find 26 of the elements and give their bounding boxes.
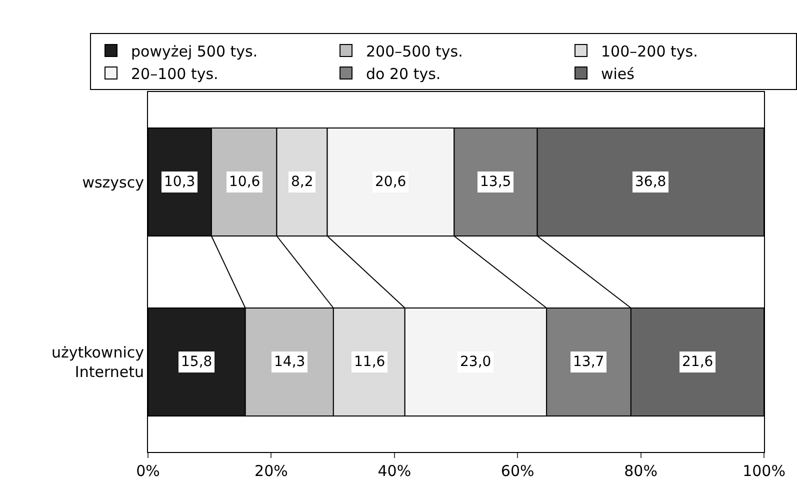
legend-label: 20–100 tys. (131, 64, 218, 83)
y-tick-label: wszyscy (82, 173, 144, 192)
data-label: 15,8 (181, 354, 212, 370)
data-label: 10,3 (164, 174, 196, 190)
x-tick-label: 80% (624, 462, 658, 480)
legend-label: wieś (601, 64, 635, 83)
y-tick-label: użytkownicy Internetu (51, 344, 144, 381)
legend-label: do 20 tys. (366, 64, 441, 83)
x-tick-label: 20% (254, 462, 288, 480)
x-tick-label: 0% (136, 462, 160, 480)
data-label: 13,5 (480, 174, 512, 190)
data-label: 11,6 (354, 354, 386, 370)
legend-label: powyżej 500 tys. (131, 42, 258, 60)
data-label: 13,7 (573, 354, 604, 370)
legend-label: 200–500 tys. (366, 42, 463, 60)
x-tick-label: 100% (742, 462, 786, 480)
legend-label: 100–200 tys. (601, 42, 698, 60)
data-label: 8,2 (291, 174, 314, 190)
data-label: 20,6 (375, 174, 406, 190)
data-label: 14,3 (274, 354, 306, 370)
data-label: 10,6 (229, 174, 260, 190)
x-tick-label: 40% (378, 462, 412, 480)
data-label: 23,0 (460, 354, 492, 370)
data-label: 36,8 (635, 174, 666, 190)
x-tick-label: 60% (500, 462, 534, 480)
data-label: 21,6 (682, 354, 714, 370)
